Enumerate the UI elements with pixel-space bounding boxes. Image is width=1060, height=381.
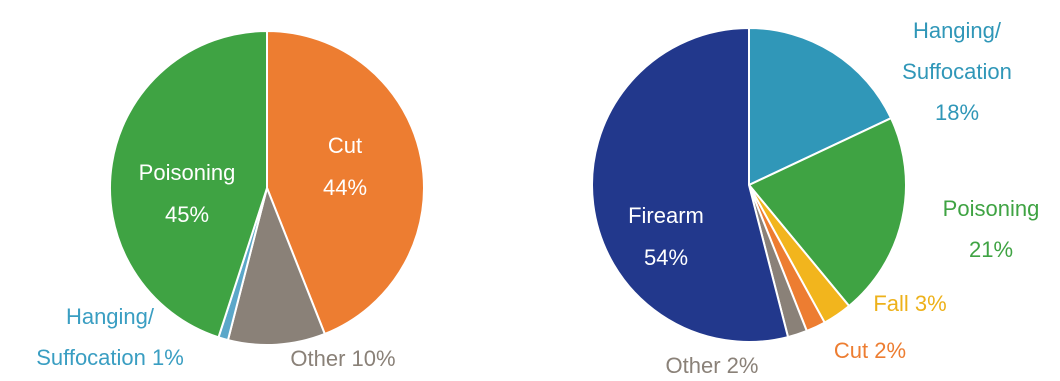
slice-label-poisoning-0: Poisoning [139,160,236,185]
slice-label-poisoning-1: 21% [969,237,1013,262]
slice-label-hanging-suffocation-2: 18% [935,100,979,125]
pie-slice-poisoning [108,29,268,339]
slice-label-other-0: Other 2% [666,353,759,378]
slice-label-hanging-suffocation-1: Suffocation [902,59,1012,84]
pie-slice-cut [266,29,425,336]
slice-label-firearm-1: 54% [644,245,688,270]
slice-label-hanging-suffocation-1: Suffocation 1% [36,345,184,370]
pie-slice-other [226,184,327,346]
slice-label-cut-1: 44% [323,175,367,200]
slice-label-hanging-suffocation-0: Hanging/ [66,304,155,329]
pie-chart-left: Cut 44% Other 10% Hanging/Suffocation 1% Poi… [36,29,425,371]
pie-slice-firearm [591,26,790,343]
slice-label-fall-0: Fall 3% [873,291,946,316]
slice-label-poisoning-1: 45% [165,202,209,227]
slice-label-other-0: Other 10% [290,346,395,371]
slice-label-firearm-0: Firearm [628,203,704,228]
slice-label-cut-0: Cut [328,133,362,158]
pie-chart-right: Hanging/Suffocation 18% Poisoning 21% Fall 3… [591,18,1040,378]
slice-label-cut-0: Cut 2% [834,338,906,363]
slice-label-poisoning-0: Poisoning [943,196,1040,221]
pie-slice-hanging-suffocation [748,26,893,187]
slice-label-hanging-suffocation-0: Hanging/ [913,18,1002,43]
pie-slice-poisoning [747,116,907,308]
